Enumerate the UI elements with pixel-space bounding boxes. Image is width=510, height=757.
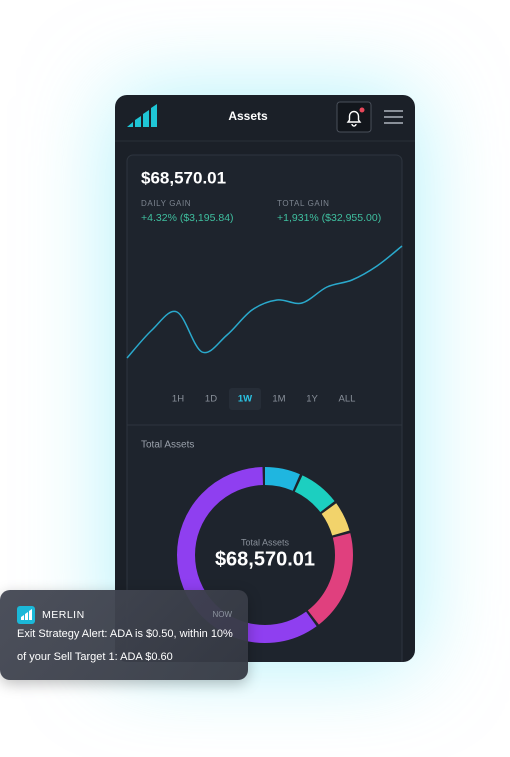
range-button[interactable]: 1D [205, 394, 217, 405]
bell-icon [346, 110, 362, 127]
price-line [126, 245, 403, 359]
menu-button[interactable] [384, 110, 403, 124]
notification[interactable]: MERLIN NOW Exit Strategy Alert: ADA is $… [0, 590, 248, 680]
badge [359, 107, 365, 113]
range-button[interactable]: 1M [272, 394, 285, 405]
app-name: MERLIN [42, 609, 85, 621]
range-button[interactable]: 1H [172, 394, 184, 405]
notifications-button[interactable] [336, 101, 372, 133]
range-button[interactable]: 1Y [306, 394, 318, 405]
range-button[interactable]: 1W [238, 394, 252, 405]
message-line: Exit Strategy Alert: ADA is $0.50, withi… [17, 628, 233, 640]
message-line: of your Sell Target 1: ADA $0.60 [17, 651, 173, 663]
allocation-title: Total Assets [141, 440, 194, 451]
donut-segment [177, 467, 353, 643]
balance: $68,570.01 [141, 168, 226, 187]
daily-gain-label: DAILY GAIN [141, 199, 191, 208]
app-icon [17, 606, 35, 624]
range-selected [229, 388, 261, 410]
daily-gain-value: +4.32% ($3,195.84) [141, 212, 234, 224]
donut-segment [177, 467, 353, 643]
donut-center-value: $68,570.01 [215, 548, 315, 570]
donut-center-label: Total Assets [241, 537, 290, 547]
range-button[interactable]: ALL [339, 394, 356, 405]
logo [127, 104, 157, 127]
total-gain-value: +1,931% ($32,955.00) [277, 212, 381, 224]
header-title: Assets [228, 109, 268, 123]
total-gain-label: TOTAL GAIN [277, 199, 330, 208]
time: NOW [212, 610, 232, 619]
donut-segment [177, 467, 353, 643]
